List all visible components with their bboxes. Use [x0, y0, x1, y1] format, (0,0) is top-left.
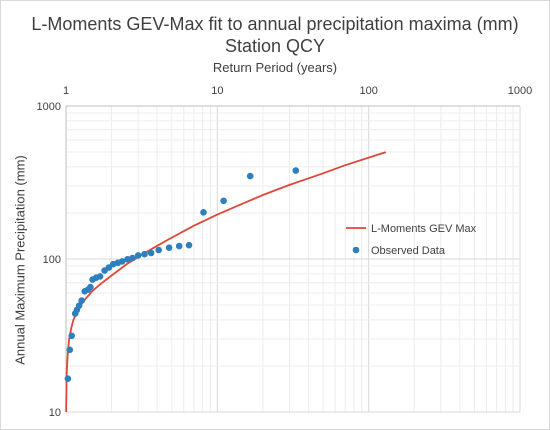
- observed-data-point: [134, 252, 142, 259]
- tick-labels: 1 10 100 1000 10 100 1000: [37, 85, 533, 419]
- chart-subtitle: Station QCY: [224, 36, 326, 56]
- observed-data-point: [185, 241, 193, 249]
- chart-title: L-Moments GEV-Max fit to annual precipit…: [31, 14, 519, 34]
- observed-data-point: [292, 167, 300, 174]
- legend-label: Observed Data: [371, 245, 446, 257]
- observed-data-point: [64, 375, 72, 383]
- observed-data-point: [220, 197, 227, 205]
- axes: [65, 105, 520, 412]
- x-tick-label: 100: [359, 85, 377, 97]
- observed-data-point: [87, 283, 94, 291]
- x-axis-title: Return Period (years): [212, 60, 338, 75]
- grid-lines: [65, 105, 521, 413]
- gev-fit-line: [65, 151, 387, 413]
- observed-data-point: [175, 242, 183, 250]
- observed-data-point: [200, 209, 207, 216]
- observed-data-point: [75, 302, 83, 310]
- series-group: [64, 151, 387, 413]
- y-tick-label: 1000: [37, 101, 61, 113]
- observed-data-point: [68, 332, 75, 340]
- x-tick-label: 1000: [508, 85, 532, 97]
- x-tick-label: 10: [211, 85, 223, 97]
- observed-data-point: [78, 297, 85, 304]
- y-tick-label: 10: [49, 407, 61, 419]
- y-tick-label: 100: [43, 254, 61, 266]
- legend: L-Moments GEV Max Observed Data: [346, 223, 477, 257]
- observed-data-point: [141, 250, 148, 258]
- observed-data-point: [155, 246, 162, 254]
- x-tick-label: 1: [63, 85, 69, 97]
- observed-data-point: [118, 258, 126, 265]
- observed-data-point: [96, 273, 104, 280]
- legend-swatch-marker: [352, 246, 360, 254]
- observed-data-point: [246, 172, 254, 180]
- observed-data-point: [66, 346, 74, 354]
- legend-label: L-Moments GEV Max: [371, 223, 477, 235]
- observed-data-point: [147, 249, 155, 257]
- observed-data-point: [129, 254, 136, 262]
- observed-data-point: [165, 244, 173, 251]
- observed-data-point: [124, 255, 131, 263]
